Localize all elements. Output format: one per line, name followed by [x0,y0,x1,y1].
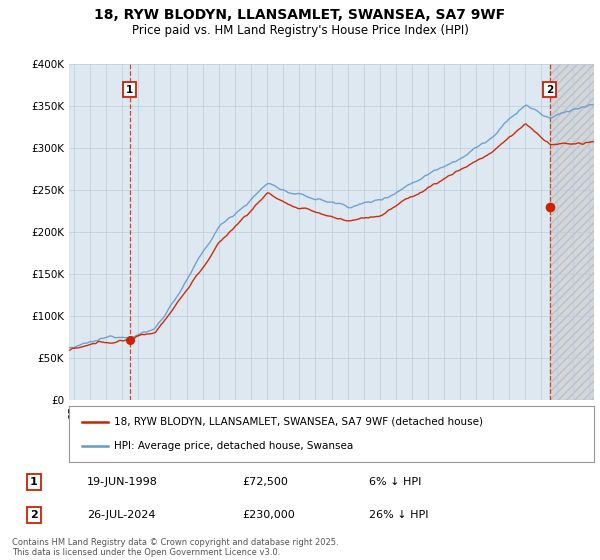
Text: 6% ↓ HPI: 6% ↓ HPI [369,477,421,487]
Text: 2: 2 [546,85,553,95]
Text: Contains HM Land Registry data © Crown copyright and database right 2025.
This d: Contains HM Land Registry data © Crown c… [12,538,338,557]
Text: 2: 2 [30,510,38,520]
Text: 1: 1 [126,85,133,95]
Text: 18, RYW BLODYN, LLANSAMLET, SWANSEA, SA7 9WF: 18, RYW BLODYN, LLANSAMLET, SWANSEA, SA7… [94,8,506,22]
Text: 19-JUN-1998: 19-JUN-1998 [87,477,158,487]
Text: 1: 1 [30,477,38,487]
Text: £230,000: £230,000 [242,510,295,520]
Text: £72,500: £72,500 [242,477,288,487]
Text: 26-JUL-2024: 26-JUL-2024 [87,510,155,520]
Text: 18, RYW BLODYN, LLANSAMLET, SWANSEA, SA7 9WF (detached house): 18, RYW BLODYN, LLANSAMLET, SWANSEA, SA7… [113,417,482,427]
Bar [550,64,594,400]
Text: Price paid vs. HM Land Registry's House Price Index (HPI): Price paid vs. HM Land Registry's House … [131,24,469,37]
Text: 26% ↓ HPI: 26% ↓ HPI [369,510,428,520]
Text: HPI: Average price, detached house, Swansea: HPI: Average price, detached house, Swan… [113,441,353,451]
